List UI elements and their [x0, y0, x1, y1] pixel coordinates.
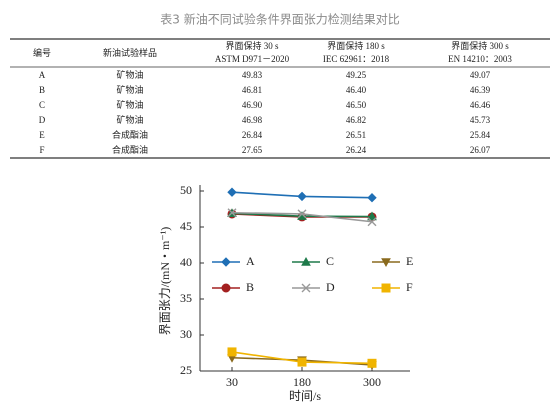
- table-cell: 46.81: [242, 85, 262, 95]
- table-cell: 46.82: [346, 115, 366, 125]
- marker: [297, 191, 307, 202]
- marker: [367, 211, 377, 221]
- table-cell: 矿物油: [116, 69, 143, 80]
- marker: [367, 192, 377, 203]
- table-cell: 26.84: [242, 130, 263, 140]
- column-standard: EN 14210：2003: [448, 54, 512, 64]
- table-cell: C: [39, 100, 45, 110]
- marker: [367, 358, 377, 368]
- table-cell: 矿物油: [116, 114, 143, 125]
- table-cell: 46.39: [470, 85, 491, 95]
- legend-label: D: [326, 280, 335, 294]
- marker: [297, 357, 307, 367]
- column-header: 界面保持 30 s: [225, 40, 279, 51]
- y-tick-label: 25: [180, 363, 192, 377]
- table-cell: 26.07: [470, 145, 491, 155]
- table-cell: F: [39, 145, 44, 155]
- legend-label: C: [326, 254, 334, 268]
- table-cell: 合成酯油: [112, 144, 148, 155]
- x-tick-label: 180: [293, 375, 311, 389]
- marker: [227, 208, 237, 218]
- column-header: 编号: [33, 47, 51, 58]
- table-cell: 25.84: [470, 130, 491, 140]
- x-tick-label: 300: [363, 375, 381, 389]
- y-tick-label: 35: [180, 291, 192, 305]
- table-cell: 合成酯油: [112, 129, 148, 140]
- table-cell: 26.24: [346, 145, 367, 155]
- table-cell: 46.98: [242, 115, 263, 125]
- legend-label: E: [406, 254, 413, 268]
- marker: [301, 256, 311, 266]
- x-tick-label: 30: [226, 375, 238, 389]
- table-cell: 46.46: [470, 100, 491, 110]
- column-standard: IEC 62961：2018: [323, 54, 390, 64]
- table-cell: A: [39, 70, 46, 80]
- table-cell: 49.07: [470, 70, 491, 80]
- table-title: 表3 新油不同试验条件界面张力检测结果对比: [160, 12, 399, 27]
- marker: [301, 283, 311, 293]
- marker: [221, 283, 231, 293]
- table-cell: 27.65: [242, 145, 263, 155]
- table-cell: 46.50: [346, 100, 367, 110]
- legend-label: A: [246, 254, 255, 268]
- marker: [381, 258, 391, 268]
- chart: 25 30 35 40 45 50 30 180 300 时间/s 界面张力/(mN・m⁻¹) AB C…: [158, 183, 414, 403]
- marker: [297, 209, 307, 219]
- y-tick-label: 40: [180, 255, 192, 269]
- legend-label: F: [406, 280, 413, 294]
- marker: [227, 187, 237, 197]
- legend-label: B: [246, 280, 254, 294]
- marker: [227, 347, 237, 357]
- y-axis-label: 界面张力/(mN・m⁻¹): [158, 227, 172, 336]
- y-tick-label: 50: [180, 183, 192, 197]
- column-header: 新油试验样品: [103, 47, 157, 58]
- column-header: 界面保持 300 s: [451, 40, 509, 51]
- table-cell: D: [39, 115, 46, 125]
- x-axis-label: 时间/s: [289, 389, 321, 403]
- table: 编号 新油试验样品 界面保持 30 s ASTM D971－2020 界面保持 180 …: [33, 40, 512, 155]
- table-cell: B: [39, 85, 45, 95]
- table-cell: E: [39, 130, 45, 140]
- table-cell: 46.90: [242, 100, 263, 110]
- table-cell: 矿物油: [116, 99, 143, 110]
- column-header: 界面保持 180 s: [327, 40, 385, 51]
- column-standard: ASTM D971－2020: [215, 54, 290, 64]
- marker: [221, 257, 231, 267]
- y-tick-label: 30: [180, 327, 192, 341]
- y-tick-label: 45: [180, 219, 192, 233]
- table-cell: 26.51: [346, 130, 366, 140]
- table-cell: 45.73: [470, 115, 491, 125]
- marker: [381, 283, 391, 293]
- table-cell: 49.25: [346, 70, 367, 80]
- table-cell: 46.40: [346, 85, 367, 95]
- table-cell: 矿物油: [116, 84, 143, 95]
- table-cell: 49.83: [242, 70, 263, 80]
- marker: [367, 217, 377, 227]
